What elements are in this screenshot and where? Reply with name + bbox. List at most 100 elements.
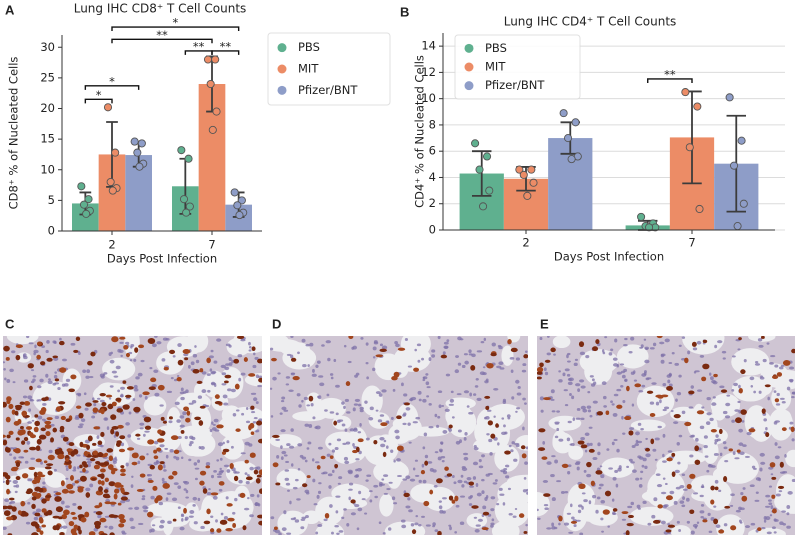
nucleus [437,456,442,461]
data-point [208,125,217,134]
stained-cell [6,488,10,495]
nucleus [774,519,779,522]
stained-cell [72,531,78,535]
nucleus [463,480,468,484]
stained-cell [117,424,124,429]
airspace [146,502,188,517]
stained-cell [720,389,728,393]
stained-cell [114,488,120,494]
nucleus [502,398,507,403]
stained-cell [612,508,618,512]
nucleus [592,400,598,404]
nucleus [329,411,335,414]
nucleus [461,364,466,369]
nucleus [737,348,741,351]
stained-cell [61,488,69,494]
nucleus [705,421,711,425]
airspace [36,515,67,535]
stained-cell [15,476,21,481]
stained-cell [436,478,443,484]
nucleus [329,373,334,376]
nucleus [221,372,227,376]
nucleus [515,379,520,384]
nucleus [352,407,356,412]
stained-cell [92,407,99,413]
data-point [177,146,186,155]
nucleus [584,432,590,437]
nucleus [606,448,610,451]
stained-cell [761,336,765,339]
nucleus [354,374,358,378]
nucleus [537,517,541,520]
nucleus [567,360,571,363]
stained-cell [3,439,8,446]
nucleus [722,357,726,360]
nucleus [640,428,644,431]
nucleus [205,462,211,466]
nucleus [455,440,461,445]
stained-cell [198,420,204,426]
stained-cell [98,486,103,492]
nucleus [621,415,624,420]
stained-cell [31,503,36,510]
nucleus [678,434,683,438]
stained-cell [249,452,256,458]
nucleus [393,459,396,463]
stained-cell [8,430,14,436]
nucleus [551,526,556,530]
nucleus [546,527,552,530]
nucleus [208,487,211,491]
nucleus [73,466,77,471]
nucleus [281,450,287,455]
nucleus [686,520,690,524]
stained-cell [162,483,170,489]
nucleus [739,521,743,524]
stained-cell [259,488,262,494]
nucleus [184,518,188,521]
stained-cell [710,485,715,491]
nucleus [474,528,480,533]
nucleus [125,341,130,345]
nucleus [505,475,510,479]
nucleus [108,397,112,400]
nucleus [507,487,512,491]
nucleus [498,361,504,366]
nucleus [222,441,225,445]
nucleus [216,475,222,478]
nucleus [316,360,321,364]
stained-cell [108,481,116,487]
stained-cell [772,508,777,514]
nucleus [454,369,460,374]
nucleus [357,507,363,512]
nucleus [53,468,57,472]
nucleus [502,470,508,475]
nucleus [710,376,714,381]
nucleus [681,504,686,508]
stained-cell [81,461,87,466]
nucleus [780,364,785,367]
legend-label: Pfizer/BNT [485,78,545,92]
nucleus [109,359,115,364]
nucleus [165,454,169,459]
nucleus [601,381,607,386]
nucleus [297,443,303,447]
stained-cell [11,506,17,512]
stained-cell [740,409,747,415]
stained-cell [33,426,39,433]
legend-marker [464,43,474,53]
nucleus [580,385,586,389]
nucleus [166,492,172,495]
stained-cell [50,437,54,443]
nucleus [366,474,372,477]
nucleus [201,371,207,375]
nucleus [468,503,473,506]
nucleus [151,524,156,527]
nucleus [709,417,714,422]
nucleus [395,343,400,348]
nucleus [146,474,150,477]
stained-cell [520,445,526,450]
stained-cell [403,492,410,498]
nucleus [4,498,10,502]
nucleus [247,496,250,500]
nucleus [712,380,718,385]
